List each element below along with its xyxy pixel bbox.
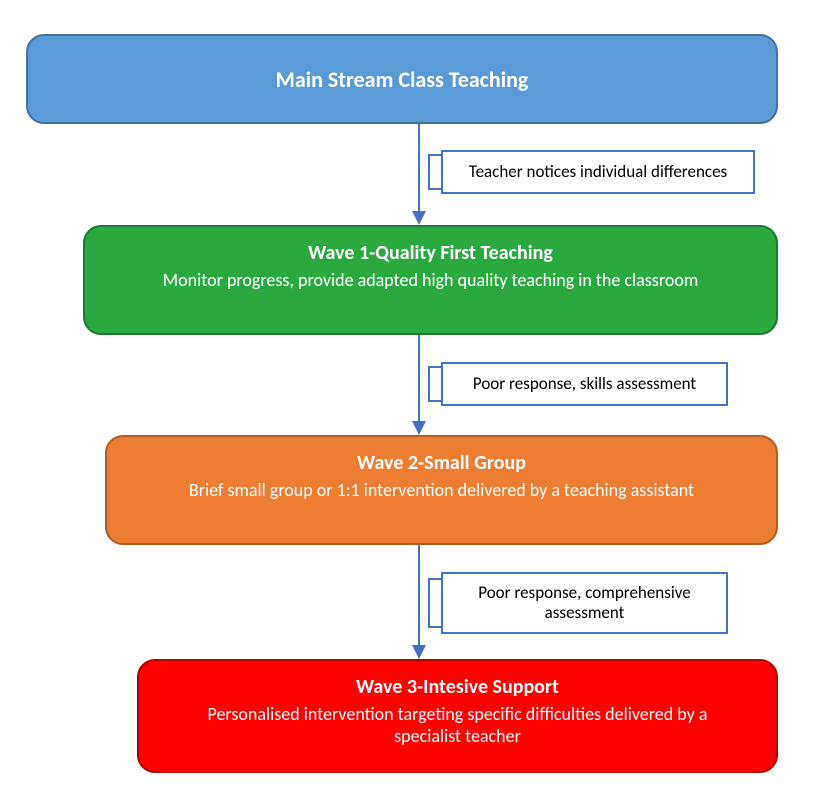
callout-1-text: Teacher notices individual differences (469, 162, 727, 182)
node-wave3-title: Wave 3-Intesive Support (175, 675, 740, 699)
node-main-stream: Main Stream Class Teaching (26, 34, 778, 124)
node-wave-1: Wave 1-Quality First Teaching Monitor pr… (83, 225, 778, 335)
callout-2-bracket (428, 366, 441, 402)
callout-3-text: Poor response, comprehensive assessment (457, 583, 712, 624)
callout-2-text: Poor response, skills assessment (473, 374, 696, 394)
node-wave1-subtitle: Monitor progress, provide adapted high q… (121, 269, 740, 291)
node-wave1-title: Wave 1-Quality First Teaching (121, 241, 740, 265)
node-wave3-subtitle: Personalised intervention targeting spec… (175, 703, 740, 747)
callout-3-bracket (428, 578, 441, 628)
callout-poor-response-comprehensive: Poor response, comprehensive assessment (441, 572, 728, 634)
callout-teacher-notices: Teacher notices individual differences (441, 150, 755, 194)
node-wave-2: Wave 2-Small Group Brief small group or … (105, 435, 778, 545)
flowchart: { "canvas":{"width":820,"height":804,"ba… (0, 0, 820, 804)
node-wave2-title: Wave 2-Small Group (143, 451, 740, 475)
callout-1-bracket (428, 154, 441, 190)
node-wave-3: Wave 3-Intesive Support Personalised int… (137, 659, 778, 773)
node-wave2-subtitle: Brief small group or 1:1 intervention de… (143, 479, 740, 501)
node-main-title: Main Stream Class Teaching (64, 66, 740, 93)
callout-poor-response-skills: Poor response, skills assessment (441, 362, 728, 406)
